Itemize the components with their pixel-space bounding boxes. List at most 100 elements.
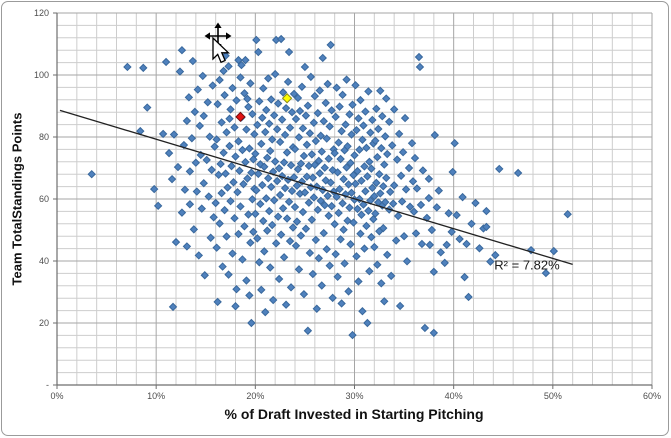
- data-point-marker[interactable]: [288, 223, 298, 232]
- data-point-marker[interactable]: [310, 91, 320, 101]
- data-point-marker[interactable]: [322, 134, 331, 143]
- data-point-marker[interactable]: [448, 167, 457, 177]
- data-point-marker[interactable]: [356, 229, 365, 238]
- data-point-marker[interactable]: [270, 157, 280, 166]
- data-point-marker[interactable]: [194, 251, 204, 260]
- data-point-marker[interactable]: [460, 272, 469, 282]
- data-point-marker[interactable]: [254, 47, 263, 57]
- data-point-marker[interactable]: [323, 191, 332, 201]
- data-point-marker[interactable]: [266, 95, 276, 104]
- data-point-marker[interactable]: [252, 186, 261, 195]
- data-point-marker[interactable]: [383, 149, 392, 159]
- data-point-marker[interactable]: [257, 285, 266, 295]
- data-point-marker[interactable]: [297, 177, 307, 186]
- data-point-marker[interactable]: [442, 240, 451, 250]
- data-point-marker[interactable]: [455, 234, 464, 244]
- data-point-marker[interactable]: [354, 114, 363, 123]
- data-point-marker[interactable]: [227, 161, 236, 171]
- data-point-marker[interactable]: [319, 228, 328, 238]
- data-point-marker[interactable]: [293, 165, 303, 174]
- data-point-marker[interactable]: [361, 107, 370, 116]
- data-point-marker[interactable]: [368, 183, 377, 193]
- data-point-marker[interactable]: [206, 233, 215, 242]
- data-point-marker[interactable]: [320, 200, 329, 210]
- data-point-marker[interactable]: [221, 169, 230, 178]
- data-point-marker[interactable]: [266, 263, 275, 272]
- data-point-marker[interactable]: [344, 180, 353, 189]
- data-point-marker[interactable]: [234, 229, 243, 239]
- data-point-marker[interactable]: [179, 140, 189, 150]
- data-point-marker[interactable]: [314, 254, 324, 263]
- data-point-marker[interactable]: [290, 202, 300, 212]
- data-point-marker[interactable]: [401, 185, 411, 194]
- r-squared-annotation[interactable]: R² = 7.82%: [494, 257, 560, 273]
- data-point-marker[interactable]: [362, 221, 371, 231]
- data-point-marker[interactable]: [338, 90, 347, 100]
- data-point-marker[interactable]: [320, 163, 329, 172]
- data-point-marker[interactable]: [380, 160, 389, 169]
- data-point-marker[interactable]: [471, 198, 480, 208]
- data-point-marker[interactable]: [395, 301, 405, 311]
- data-point-marker[interactable]: [347, 130, 356, 139]
- data-point-marker[interactable]: [258, 113, 267, 122]
- data-point-marker[interactable]: [317, 281, 326, 290]
- data-point-marker[interactable]: [399, 231, 409, 241]
- data-point-marker[interactable]: [274, 274, 284, 284]
- data-point-marker[interactable]: [268, 167, 278, 176]
- data-point-marker[interactable]: [353, 166, 362, 176]
- data-point-marker[interactable]: [177, 45, 187, 55]
- data-point-marker[interactable]: [253, 234, 262, 243]
- data-point-marker[interactable]: [549, 246, 559, 256]
- data-point-marker[interactable]: [233, 187, 242, 197]
- data-point-marker[interactable]: [408, 177, 418, 186]
- data-point-marker[interactable]: [197, 204, 206, 213]
- data-point-marker[interactable]: [396, 171, 406, 180]
- data-point-marker[interactable]: [362, 143, 371, 153]
- data-point-marker[interactable]: [328, 293, 337, 303]
- data-point-marker[interactable]: [173, 162, 183, 172]
- data-point-marker[interactable]: [385, 117, 394, 127]
- data-point-marker[interactable]: [298, 124, 308, 133]
- data-point-marker[interactable]: [313, 205, 323, 215]
- data-point-marker[interactable]: [365, 157, 374, 167]
- data-point-marker[interactable]: [175, 67, 185, 76]
- data-point-marker[interactable]: [187, 134, 197, 143]
- data-point-marker[interactable]: [331, 112, 340, 122]
- data-point-marker[interactable]: [296, 159, 306, 168]
- data-point-marker[interactable]: [261, 127, 270, 137]
- data-point-marker[interactable]: [346, 240, 355, 249]
- data-point-marker[interactable]: [258, 180, 267, 190]
- data-point-marker[interactable]: [180, 185, 190, 194]
- data-point-marker[interactable]: [377, 143, 386, 153]
- data-point-marker[interactable]: [218, 262, 227, 271]
- data-point-marker[interactable]: [404, 163, 414, 173]
- data-point-marker[interactable]: [359, 121, 368, 130]
- data-point-marker[interactable]: [332, 192, 341, 202]
- data-point-marker[interactable]: [259, 216, 268, 226]
- data-point-marker[interactable]: [345, 110, 354, 119]
- data-point-marker[interactable]: [405, 202, 415, 211]
- data-point-marker[interactable]: [281, 103, 291, 113]
- data-point-marker[interactable]: [373, 260, 382, 269]
- data-point-marker[interactable]: [263, 153, 272, 162]
- data-point-marker[interactable]: [171, 237, 181, 247]
- data-point-marker[interactable]: [279, 253, 289, 262]
- data-point-marker[interactable]: [358, 307, 367, 316]
- data-point-marker[interactable]: [191, 158, 201, 167]
- data-point-marker[interactable]: [292, 217, 302, 226]
- data-point-marker[interactable]: [312, 304, 322, 313]
- data-point-marker[interactable]: [379, 182, 388, 191]
- data-point-marker[interactable]: [272, 176, 282, 186]
- data-point-marker[interactable]: [262, 194, 271, 203]
- data-point-marker[interactable]: [199, 111, 208, 121]
- data-point-marker[interactable]: [216, 159, 225, 169]
- data-point-marker[interactable]: [275, 190, 285, 200]
- data-point-marker[interactable]: [257, 139, 266, 149]
- data-point-marker[interactable]: [321, 98, 330, 108]
- data-point-marker[interactable]: [355, 145, 364, 154]
- data-point-marker[interactable]: [244, 210, 253, 219]
- data-point-marker[interactable]: [236, 73, 245, 82]
- data-point-marker[interactable]: [424, 193, 434, 203]
- data-point-marker[interactable]: [202, 155, 211, 165]
- data-point-marker[interactable]: [348, 100, 357, 109]
